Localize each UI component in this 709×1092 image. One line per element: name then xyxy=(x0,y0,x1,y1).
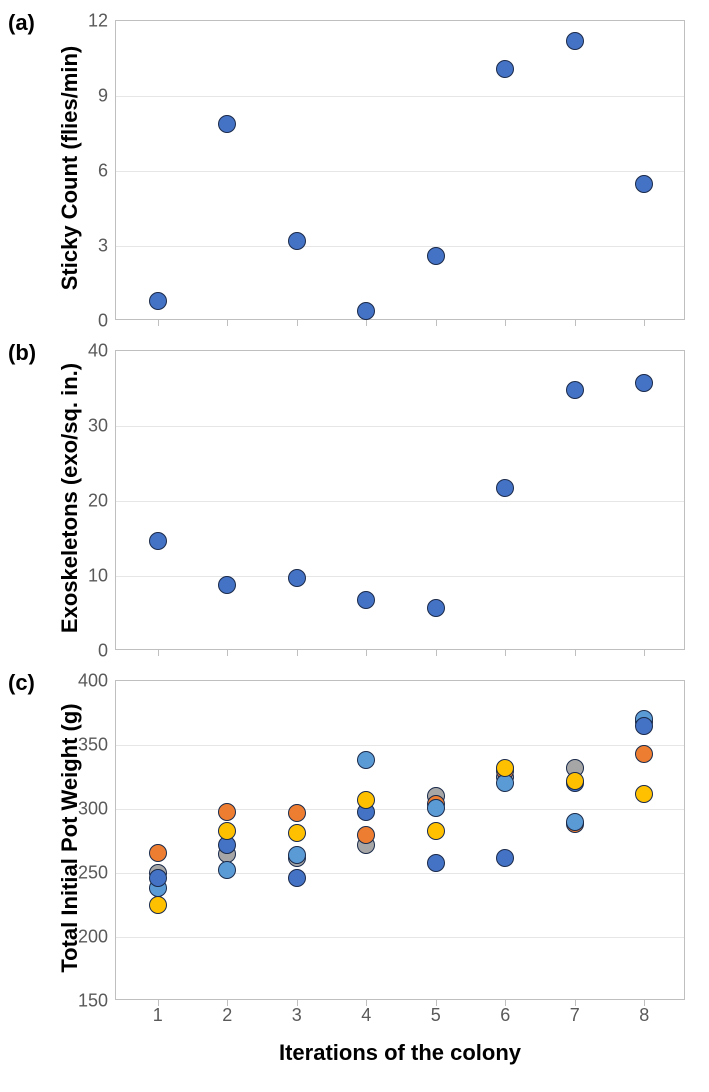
x-axis-label: Iterations of the colony xyxy=(115,1040,685,1066)
y-tick-label: 40 xyxy=(58,341,116,362)
x-tick-mark xyxy=(297,649,298,656)
data-point xyxy=(288,232,306,250)
x-tick-mark xyxy=(158,649,159,656)
data-point xyxy=(357,791,375,809)
gridline xyxy=(116,501,684,502)
data-point xyxy=(149,292,167,310)
x-tick-mark xyxy=(158,319,159,326)
data-point xyxy=(288,869,306,887)
y-tick-label: 10 xyxy=(58,566,116,587)
x-tick-label: 2 xyxy=(212,999,242,1026)
data-point xyxy=(427,799,445,817)
x-tick-label: 5 xyxy=(421,999,451,1026)
x-tick-label: 6 xyxy=(490,999,520,1026)
gridline xyxy=(116,809,684,810)
y-tick-label: 200 xyxy=(58,927,116,948)
data-point xyxy=(427,822,445,840)
data-point xyxy=(496,759,514,777)
y-tick-label: 300 xyxy=(58,799,116,820)
panel-b-letter: (b) xyxy=(8,340,36,366)
gridline xyxy=(116,246,684,247)
data-point xyxy=(496,849,514,867)
data-point xyxy=(427,599,445,617)
x-tick-mark xyxy=(644,649,645,656)
x-tick-mark xyxy=(227,649,228,656)
gridline xyxy=(116,96,684,97)
data-point xyxy=(288,824,306,842)
x-tick-label: 8 xyxy=(629,999,659,1026)
x-tick-mark xyxy=(366,649,367,656)
x-tick-mark xyxy=(505,319,506,326)
gridline xyxy=(116,937,684,938)
y-tick-label: 0 xyxy=(58,311,116,332)
gridline xyxy=(116,576,684,577)
data-point xyxy=(149,869,167,887)
x-tick-label: 3 xyxy=(282,999,312,1026)
y-tick-label: 20 xyxy=(58,491,116,512)
x-tick-label: 1 xyxy=(143,999,173,1026)
x-tick-mark xyxy=(227,319,228,326)
data-point xyxy=(288,569,306,587)
gridline xyxy=(116,745,684,746)
gridline xyxy=(116,426,684,427)
y-tick-label: 6 xyxy=(58,161,116,182)
panel-c-ylabel: Total Initial Pot Weight (g) xyxy=(57,678,83,998)
data-point xyxy=(496,479,514,497)
panel-a-letter: (a) xyxy=(8,10,35,36)
x-tick-mark xyxy=(366,319,367,326)
figure: (a) Sticky Count (flies/min) 036912 (b) … xyxy=(0,0,709,1092)
y-tick-label: 250 xyxy=(58,863,116,884)
y-tick-label: 12 xyxy=(58,11,116,32)
y-tick-label: 150 xyxy=(58,991,116,1012)
panel-c-axes: 15020025030035040012345678 xyxy=(115,680,685,1000)
y-tick-label: 400 xyxy=(58,671,116,692)
data-point xyxy=(635,175,653,193)
x-tick-mark xyxy=(505,649,506,656)
data-point xyxy=(218,861,236,879)
data-point xyxy=(496,60,514,78)
x-tick-mark xyxy=(436,319,437,326)
x-tick-mark xyxy=(297,319,298,326)
data-point xyxy=(288,846,306,864)
data-point xyxy=(357,302,375,320)
panel-a-axes: 036912 xyxy=(115,20,685,320)
x-tick-label: 7 xyxy=(560,999,590,1026)
data-point xyxy=(357,751,375,769)
gridline xyxy=(116,873,684,874)
data-point xyxy=(218,822,236,840)
gridline xyxy=(116,171,684,172)
data-point xyxy=(566,813,584,831)
data-point xyxy=(566,381,584,399)
data-point xyxy=(427,247,445,265)
y-tick-label: 350 xyxy=(58,735,116,756)
panel-c-letter: (c) xyxy=(8,670,35,696)
x-tick-mark xyxy=(644,319,645,326)
data-point xyxy=(566,32,584,50)
x-tick-label: 4 xyxy=(351,999,381,1026)
y-tick-label: 3 xyxy=(58,236,116,257)
data-point xyxy=(635,745,653,763)
data-point xyxy=(149,896,167,914)
data-point xyxy=(218,803,236,821)
data-point xyxy=(635,374,653,392)
data-point xyxy=(149,844,167,862)
data-point xyxy=(149,532,167,550)
data-point xyxy=(357,826,375,844)
data-point xyxy=(288,804,306,822)
data-point xyxy=(218,115,236,133)
data-point xyxy=(218,576,236,594)
data-point xyxy=(635,717,653,735)
y-tick-label: 9 xyxy=(58,86,116,107)
x-tick-mark xyxy=(575,649,576,656)
data-point xyxy=(635,785,653,803)
data-point xyxy=(496,774,514,792)
x-tick-mark xyxy=(436,649,437,656)
data-point xyxy=(357,591,375,609)
data-point xyxy=(427,854,445,872)
y-tick-label: 30 xyxy=(58,416,116,437)
y-tick-label: 0 xyxy=(58,641,116,662)
data-point xyxy=(566,772,584,790)
panel-b-axes: 010203040 xyxy=(115,350,685,650)
x-tick-mark xyxy=(575,319,576,326)
